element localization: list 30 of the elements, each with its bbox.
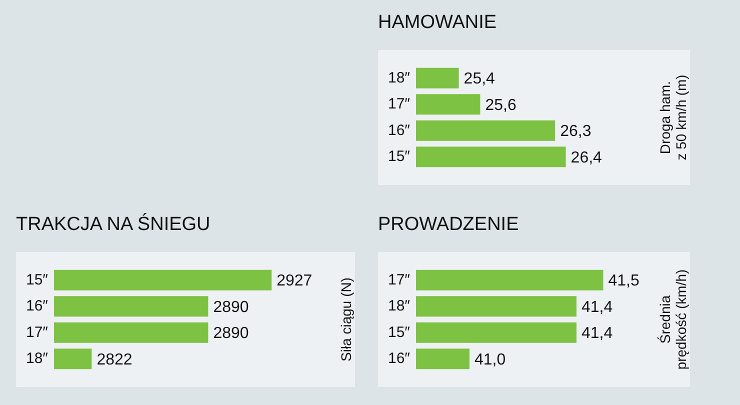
- chart-title: TRAKCJA NA ŚNIEGU: [16, 214, 212, 237]
- data-label: 25,4: [464, 70, 496, 88]
- y-tick-label: 18″: [388, 69, 411, 86]
- data-label: 2822: [96, 351, 132, 368]
- y-tick-label: 15″: [26, 271, 49, 288]
- y-tick-label: 17″: [26, 324, 49, 341]
- y-axis-title: Siła ciągu (N): [338, 277, 354, 362]
- data-label: 41,4: [582, 298, 613, 316]
- data-label: 26,4: [570, 149, 602, 166]
- data-label: 26,3: [560, 123, 592, 140]
- data-label: 41,4: [582, 325, 613, 342]
- y-tick-label: 17″: [388, 271, 411, 288]
- y-tick-label: 16″: [388, 122, 411, 139]
- y-tick-label: 18″: [388, 298, 411, 315]
- y-tick-label: 18″: [26, 350, 49, 368]
- data-label: 41,0: [474, 351, 506, 368]
- data-label: 2890: [213, 298, 249, 316]
- data-label: 2890: [213, 325, 249, 342]
- data-label: 25,6: [485, 96, 516, 114]
- chart-title: HAMOWANIE: [378, 12, 498, 35]
- y-tick-label: 16″: [388, 350, 411, 368]
- y-tick-label: 15″: [388, 324, 411, 341]
- chart-title: PROWADZENIE: [378, 214, 520, 237]
- y-tick-label: 17″: [388, 96, 411, 113]
- data-label: 41,5: [608, 272, 640, 290]
- y-tick-label: 15″: [388, 148, 411, 166]
- y-axis-title: Droga ham. z 50 km/h (m): [656, 74, 689, 160]
- y-axis-title: Średnia prędkość (km/h): [656, 269, 689, 370]
- data-label: 2927: [276, 272, 312, 290]
- y-tick-label: 16″: [26, 298, 49, 315]
